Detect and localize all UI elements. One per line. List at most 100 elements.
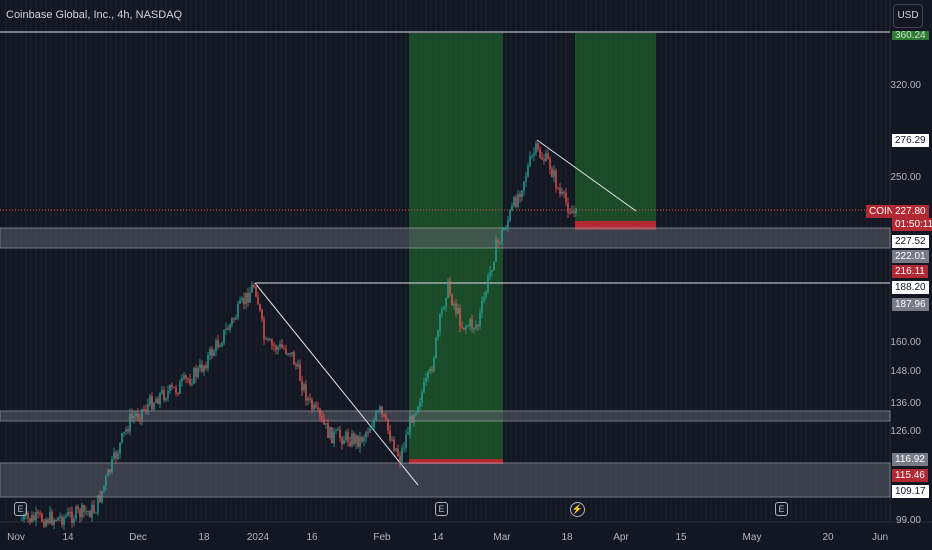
candle-body: [107, 469, 109, 477]
candle-body: [423, 381, 425, 393]
candle-body: [283, 347, 285, 349]
time-label-20: 20: [822, 532, 834, 543]
candle-body: [521, 190, 523, 197]
trend-line: [254, 282, 419, 486]
candle-body: [151, 396, 153, 410]
candle-body: [355, 435, 357, 444]
candle-body: [453, 303, 455, 306]
candle-body: [549, 159, 551, 169]
price-tag-115: 115.46: [892, 469, 928, 482]
candle-body: [511, 206, 513, 211]
candle-body: [111, 458, 113, 472]
candle-body: [527, 165, 529, 177]
candle-body: [359, 437, 361, 447]
candle-body: [119, 442, 121, 454]
price-tag-222: 222.01: [892, 250, 929, 263]
support-zone: [0, 410, 891, 422]
candle-body: [529, 156, 531, 166]
candle-body: [335, 429, 337, 432]
candle-body: [331, 427, 333, 444]
candle-body: [117, 453, 119, 459]
candle-body: [425, 378, 427, 382]
candle-body: [391, 439, 393, 441]
candle-body: [161, 390, 163, 394]
candle-body: [61, 516, 63, 525]
time-label-may: May: [742, 532, 762, 543]
candle-body: [317, 407, 319, 410]
candle-body: [353, 433, 355, 444]
candle-body: [401, 448, 403, 463]
earnings-marker[interactable]: E: [435, 502, 448, 516]
candle-body: [287, 353, 289, 355]
candle-body: [91, 505, 93, 518]
candle-body: [467, 326, 469, 328]
candle-body: [187, 378, 189, 380]
candle-body: [175, 387, 177, 394]
dividend-flash-icon[interactable]: ⚡: [570, 502, 585, 517]
time-label-14b: 14: [432, 532, 444, 543]
candle-body: [237, 303, 239, 318]
support-zone: [0, 462, 891, 498]
candle-body: [281, 344, 283, 348]
candle-body: [139, 417, 141, 420]
candle-body: [105, 476, 107, 486]
earnings-marker[interactable]: E: [14, 502, 27, 516]
candle-body: [477, 325, 479, 327]
currency-button[interactable]: USD: [893, 4, 923, 28]
candle-body: [65, 515, 67, 518]
candle-body: [205, 365, 207, 369]
candle-body: [443, 306, 445, 310]
candle-body: [213, 350, 215, 356]
candle-body: [33, 515, 35, 521]
candle-body: [251, 284, 253, 293]
candle-body: [407, 432, 409, 435]
candle-body: [411, 415, 413, 423]
candle-body: [457, 307, 459, 314]
candle-body: [545, 153, 547, 162]
candle-body: [141, 409, 143, 420]
candle-body: [479, 312, 481, 327]
candle-body: [429, 368, 431, 372]
candle-body: [95, 512, 97, 514]
candle-body: [485, 291, 487, 297]
candle-body: [79, 509, 81, 518]
candle-body: [253, 284, 255, 287]
candle-body: [185, 375, 187, 379]
price-tag-188: 188.20: [892, 281, 929, 294]
price-tag-187: 187.96: [892, 298, 929, 311]
time-label-apr: Apr: [613, 532, 629, 543]
trend-line: [536, 139, 637, 212]
candle-body: [209, 348, 211, 356]
candle-body: [427, 371, 429, 379]
candle-body: [245, 292, 247, 305]
candle-body: [557, 188, 559, 190]
price-tag-227: 227.52: [892, 235, 929, 248]
countdown-tag: 01:50:11: [892, 218, 932, 231]
candle-body: [223, 329, 225, 344]
time-label-2024: 2024: [246, 532, 270, 543]
candle-body: [233, 318, 235, 320]
candle-body: [307, 398, 309, 401]
candle-body: [547, 153, 549, 160]
candle-body: [543, 159, 545, 162]
candle-body: [211, 348, 213, 356]
candle-body: [389, 430, 391, 441]
candle-body: [533, 152, 535, 156]
long-position-profit-zone: [575, 33, 656, 221]
earnings-marker[interactable]: E: [775, 502, 788, 516]
time-label-18: 18: [198, 532, 210, 543]
candle-body: [531, 155, 533, 157]
candle-body: [199, 364, 201, 369]
candle-body: [295, 364, 297, 367]
candle-body: [409, 415, 411, 433]
time-label-feb: Feb: [373, 532, 391, 543]
candle-body: [269, 339, 271, 341]
candle-body: [21, 519, 23, 521]
candle-body: [273, 345, 275, 347]
candle-body: [31, 515, 33, 523]
candle-body: [435, 337, 437, 359]
candle-body: [191, 383, 193, 385]
price-tick-136: 136.00: [890, 398, 921, 409]
candle-body: [49, 511, 51, 523]
